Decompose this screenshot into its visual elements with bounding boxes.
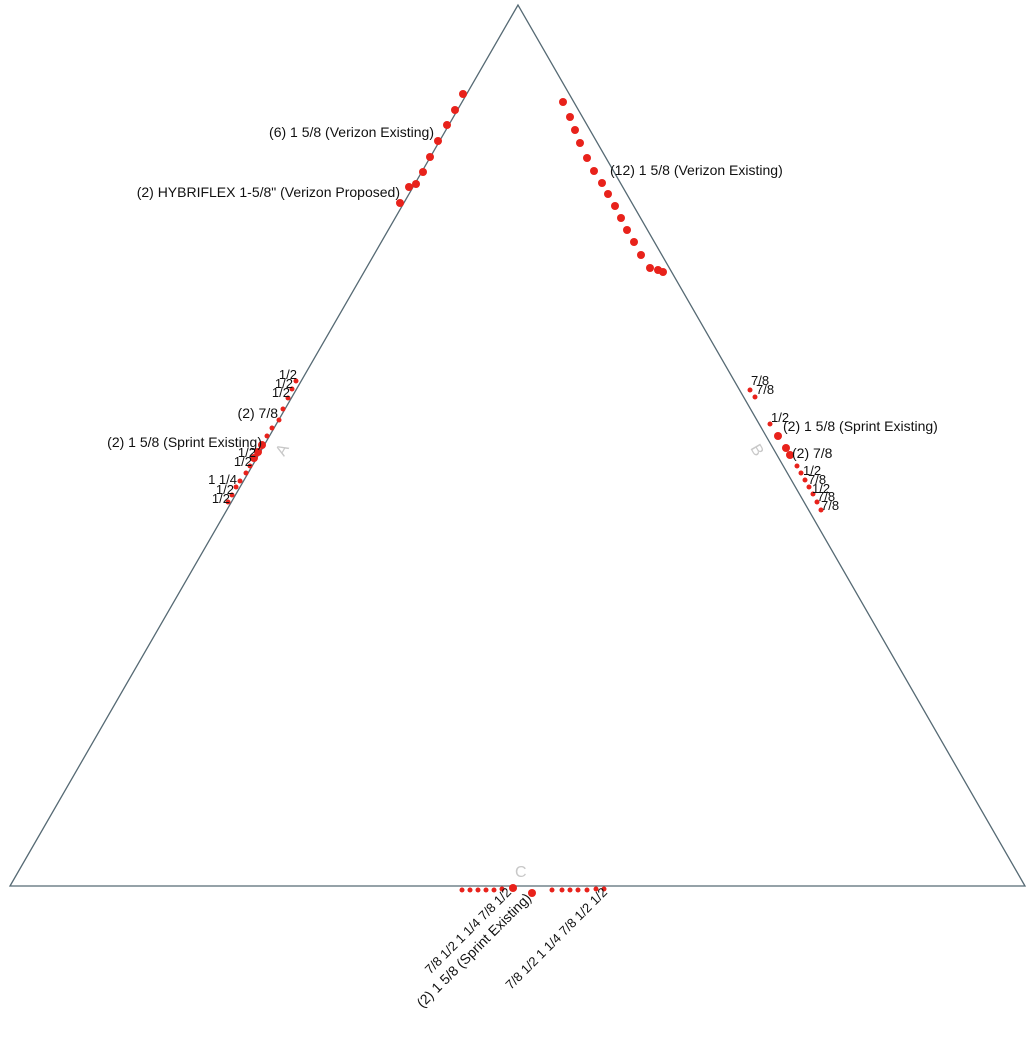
face-a-verizon-feedline-dot (396, 199, 404, 207)
face-b-verizon-feedline-dot (576, 139, 584, 147)
face-a-feedline-dot (276, 417, 282, 423)
face-c-feedline-dot (467, 887, 473, 893)
face-a-seven-eighths-label: (2) 7/8 (238, 405, 279, 421)
face-c-feedline-dot (475, 887, 481, 893)
face-c-feedline-dot (601, 886, 607, 892)
face-b-verizon-feedline-dot (623, 226, 631, 234)
face-a-verizon-feedline-dot (426, 153, 434, 161)
face-b-half-label: 1/2 (812, 481, 830, 496)
face-b-verizon-feedline-dot (604, 190, 612, 198)
face-b-feedline-dot (818, 507, 824, 513)
face-b-feedline-dot (794, 463, 800, 469)
face-b-feedline-dot (774, 432, 782, 440)
face-a-feedline-dot (269, 425, 275, 431)
face-b-feedline-dot (798, 470, 804, 476)
face-a-verizon-feedline-dot (412, 180, 420, 188)
face-b-seven-eighths-label: 7/8 (808, 472, 826, 487)
face-a-one-quarter-label: 1 1/4 (208, 472, 237, 487)
face-a-feedline-dot (258, 441, 266, 449)
face-b-feedline-dot (806, 484, 812, 490)
face-b-seven-eighths-label: 7/8 (817, 489, 835, 504)
face-a-feedline-dot (293, 378, 299, 384)
face-b-feedline-dot (814, 499, 820, 505)
face-a-half-label: 1/2 (238, 445, 256, 460)
face-a-feedline-dot (237, 478, 243, 484)
face-a-feedline-dot (243, 470, 249, 476)
face-b-seven-eighths-pair-label: (2) 7/8 (792, 445, 833, 461)
face-b-verizon-feedline-dot (630, 238, 638, 246)
face-c-feedline-dot (509, 884, 517, 892)
face-b-verizon-feedline-dot (559, 98, 567, 106)
face-c-feedline-dot (575, 887, 581, 893)
face-b-verizon-feedline-dot (583, 154, 591, 162)
face-a-verizon-feedline-dot (443, 121, 451, 129)
face-b-feedline-dot (802, 477, 808, 483)
face-b-verizon-feedline-dot (637, 251, 645, 259)
face-a-feedline-dot (280, 406, 286, 412)
face-a-half-label: 1/2 (272, 385, 290, 400)
face-c-feedline-dot (491, 887, 497, 893)
face-a-half-label: 1/2 (212, 491, 230, 506)
feedline-dots (225, 90, 824, 897)
face-a-verizon-existing-label: (6) 1 5/8 (Verizon Existing) (269, 124, 434, 140)
face-a-verizon-feedline-dot (405, 183, 413, 191)
face-b-verizon-feedline-dot (659, 268, 667, 276)
face-a-half-label: 1/2 (279, 367, 297, 382)
face-b-feedline-dot (786, 451, 794, 459)
face-a-verizon-feedline-dot (434, 137, 442, 145)
face-a-verizon-feedline-dot (419, 168, 427, 176)
face-c-feedline-dot (499, 886, 505, 892)
face-c-feedline-dot (593, 886, 599, 892)
face-b-letter: B (747, 442, 767, 460)
face-a-feedline-dot (233, 484, 239, 490)
face-c-letter: C (515, 864, 527, 881)
face-b-verizon-feedline-dot (590, 167, 598, 175)
face-b-feedline-dot (810, 491, 816, 497)
face-b-feedline-dot (782, 444, 790, 452)
face-b-feedline-dot (767, 421, 773, 427)
face-b-feedline-dot (752, 394, 758, 400)
face-a-half-label: 1/2 (275, 376, 293, 391)
face-a-sprint-existing-label: (2) 1 5/8 (Sprint Existing) (107, 434, 262, 450)
face-b-verizon-existing-label: (12) 1 5/8 (Verizon Existing) (610, 162, 783, 178)
face-c-feedline-dot (584, 887, 590, 893)
face-b-half-label: 1/2 (771, 410, 789, 425)
face-c-feedline-dot (559, 887, 565, 893)
face-a-feedline-dot (254, 448, 262, 456)
face-c-feedline-dot (567, 887, 573, 893)
face-a-half-label: 1/2 (216, 482, 234, 497)
face-a-verizon-proposed-label: (2) HYBRIFLEX 1-5/8" (Verizon Proposed) (137, 184, 400, 200)
face-a-verizon-feedline-dot (451, 106, 459, 114)
face-b-verizon-feedline-dot (611, 202, 619, 210)
face-a-feedline-dot (247, 463, 253, 469)
face-c-feedline-dot (459, 887, 465, 893)
face-b-verizon-feedline-dot (571, 126, 579, 134)
face-a-verizon-feedline-dot (459, 90, 467, 98)
face-a-feedline-dot (229, 492, 235, 498)
face-a-feedline-dot (289, 386, 295, 392)
face-b-verizon-feedline-dot (646, 264, 654, 272)
face-b-verizon-feedline-dot (598, 179, 606, 187)
face-b-seven-eighths-label: 7/8 (821, 498, 839, 513)
face-b-half-label: 1/2 (803, 463, 821, 478)
face-a-feedline-dot (285, 395, 291, 401)
face-a-letter: A (273, 441, 293, 459)
face-b-feedline-dot (747, 387, 753, 393)
face-a-half-label: 1/2 (234, 454, 252, 469)
face-b-verizon-feedline-dot (617, 214, 625, 222)
face-b-seven-eighths-label: 7/8 (756, 382, 774, 397)
face-b-verizon-feedline-dot (566, 113, 574, 121)
face-c-feedline-dot (528, 889, 536, 897)
face-b-seven-eighths-label: 7/8 (751, 373, 769, 388)
face-a-feedline-dot (264, 433, 270, 439)
face-c-feedline-dot (549, 887, 555, 893)
face-b-sprint-existing-label: (2) 1 5/8 (Sprint Existing) (783, 418, 938, 434)
face-c-feedline-dot (483, 887, 489, 893)
face-c-sprint-existing-label: (2) 1 5/8 (Sprint Existing) (413, 890, 534, 1011)
face-a-feedline-dot (225, 499, 231, 505)
face-a-feedline-dot (250, 454, 258, 462)
